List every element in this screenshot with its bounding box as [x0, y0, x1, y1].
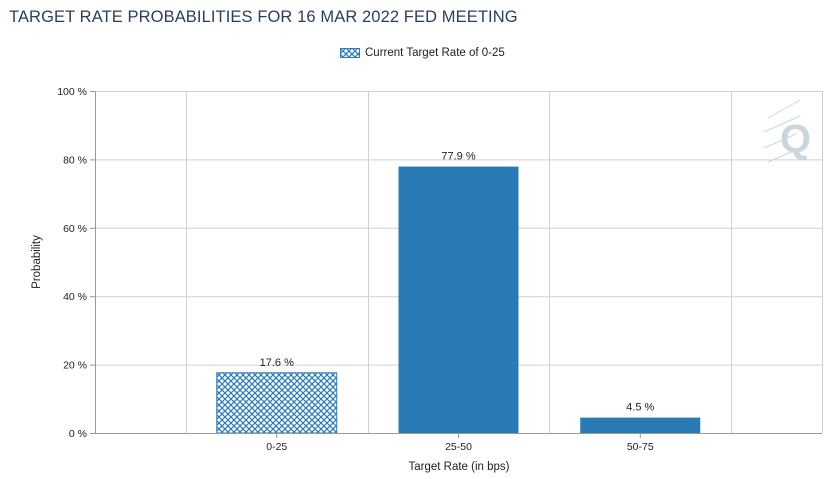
x-axis-label: Target Rate (in bps) [409, 461, 510, 473]
chart-title: TARGET RATE PROBABILITIES FOR 16 MAR 202… [9, 8, 518, 26]
y-tick-label: 100 % [57, 86, 87, 98]
y-tick-label: 20 % [63, 360, 87, 372]
y-tick-label: 80 % [63, 154, 87, 166]
legend-swatch [340, 48, 360, 58]
y-tick-label: 60 % [63, 223, 87, 235]
bar-value-label: 77.9 % [441, 151, 475, 163]
bar-value-label: 4.5 % [626, 402, 654, 414]
q-logo-watermark: Q [763, 99, 811, 163]
legend: Current Target Rate of 0-25 [340, 47, 505, 59]
bar-50-75 [580, 417, 701, 433]
svg-text:Q: Q [780, 117, 811, 161]
bar-25-50 [398, 166, 519, 433]
x-tick-label: 50-75 [627, 441, 654, 453]
legend-label: Current Target Rate of 0-25 [365, 47, 505, 59]
y-axis-label: Probability [31, 235, 43, 289]
y-tick-label: 40 % [63, 291, 87, 303]
y-tick-label: 0 % [69, 428, 87, 440]
x-tick-label: 25-50 [445, 441, 472, 453]
bar-0-25 [216, 372, 338, 434]
x-tick-label: 0-25 [266, 441, 287, 453]
bar-value-label: 17.6 % [260, 357, 294, 369]
